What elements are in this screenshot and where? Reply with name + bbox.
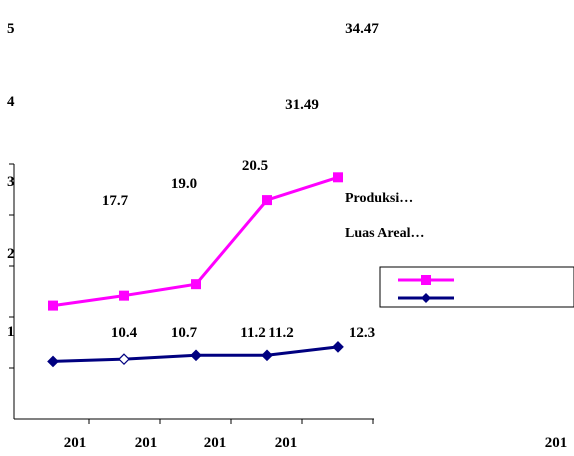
legend-box: [379, 266, 574, 308]
data-label: 12.3: [349, 325, 375, 341]
series-1-point: [48, 300, 58, 311]
x-tick-label: 201: [204, 435, 227, 451]
x-tick-label: 201: [275, 435, 298, 451]
series-1-point: [191, 279, 201, 290]
series-1-point: [119, 290, 129, 301]
series-1-point: [333, 172, 343, 183]
y-tick-marks: [9, 163, 14, 369]
series-1-point: [262, 195, 272, 206]
data-label: 10.7: [171, 325, 198, 341]
series-name-label: Luas Areal…: [345, 226, 424, 241]
x-tick-labels: 201 201 201 201 201: [64, 435, 568, 451]
data-label: 19.0: [171, 176, 197, 192]
data-label: 31.49: [285, 97, 319, 113]
chart-axes: [13, 164, 374, 420]
series-2-point: [190, 349, 202, 362]
x-tick-label-extra: 201: [545, 435, 568, 451]
legend-key-marker: [421, 293, 431, 303]
data-label: 20.5: [242, 158, 268, 174]
data-label: 17.7: [102, 193, 129, 209]
series-group: [47, 172, 344, 368]
y-tick-label: 1: [7, 324, 15, 340]
series-2-point: [47, 355, 59, 368]
data-label: 10.4: [111, 325, 138, 341]
y-tick-label: 3: [7, 174, 15, 190]
series-2-point: [118, 353, 130, 365]
y-tick-label: 5: [7, 21, 15, 37]
series-2-point: [261, 349, 273, 362]
data-label: 34.47: [345, 21, 379, 37]
legend: [379, 266, 574, 308]
data-label: 11.2: [240, 325, 265, 341]
series-2-point: [332, 341, 344, 353]
y-tick-label: 2: [7, 246, 15, 262]
y-tick-labels: 5 4 3 2 1: [7, 21, 15, 340]
y-tick-label: 4: [7, 94, 15, 110]
legend-key-marker: [421, 275, 431, 285]
x-tick-marks: [88, 419, 374, 424]
series-name-label: Produksi…: [345, 191, 413, 206]
legend-text: Produksi… Luas Areal…: [345, 191, 424, 241]
x-tick-label: 201: [64, 435, 87, 451]
data-labels: 17.7 19.0 20.5 31.49 34.47 10.4 10.7 11.2 11.2 12…: [102, 21, 380, 341]
x-tick-label: 201: [135, 435, 158, 451]
data-label: 11.2: [268, 325, 293, 341]
